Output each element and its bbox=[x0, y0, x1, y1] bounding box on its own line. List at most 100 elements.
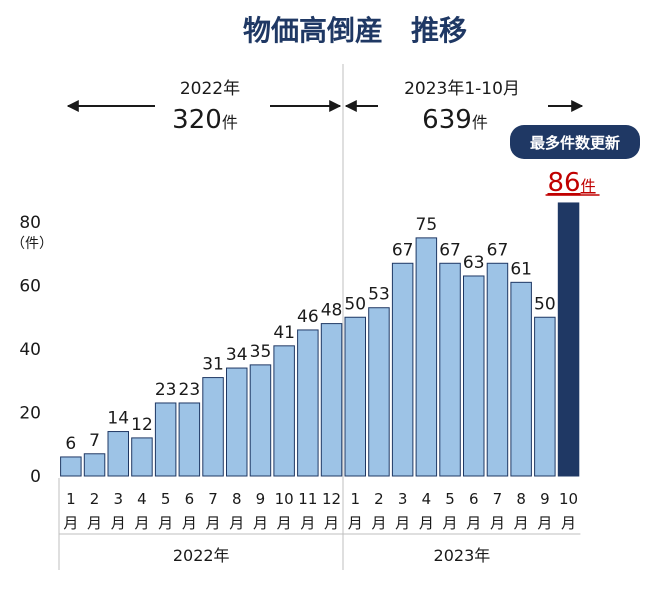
y-tick-label: 0 bbox=[30, 467, 41, 487]
bar bbox=[344, 316, 366, 477]
x-tick-suffix: 月 bbox=[229, 514, 244, 532]
highlight-badge-text: 最多件数更新 bbox=[530, 134, 620, 152]
y-tick-label: 60 bbox=[19, 277, 41, 297]
bar bbox=[131, 437, 153, 477]
x-tick-suffix: 月 bbox=[134, 514, 149, 532]
x-tick-month: 2 bbox=[90, 490, 100, 508]
x-tick-suffix: 月 bbox=[537, 514, 552, 532]
y-tick-label: 80 bbox=[19, 213, 41, 233]
x-year-label: 2022年 bbox=[173, 546, 230, 565]
bar bbox=[439, 262, 461, 477]
data-label: 50 bbox=[534, 294, 556, 314]
x-tick-suffix: 月 bbox=[277, 514, 292, 532]
data-label: 53 bbox=[368, 285, 390, 305]
x-tick-suffix: 月 bbox=[111, 514, 126, 532]
data-label: 12 bbox=[131, 415, 153, 435]
x-tick-suffix: 月 bbox=[182, 514, 197, 532]
data-label: 6 bbox=[65, 434, 76, 454]
data-label: 67 bbox=[487, 240, 509, 260]
bar bbox=[83, 453, 106, 477]
bar bbox=[273, 345, 295, 477]
chart-title: 物価高倒産 推移 bbox=[243, 14, 467, 47]
data-label: 61 bbox=[510, 259, 532, 279]
data-label: 34 bbox=[226, 345, 248, 365]
x-tick-month: 12 bbox=[322, 490, 341, 508]
x-tick-suffix: 月 bbox=[561, 514, 576, 532]
x-tick-month: 8 bbox=[516, 490, 526, 508]
period-total: 320件 bbox=[172, 105, 238, 135]
data-label: 67 bbox=[439, 240, 461, 260]
y-axis: 0 20 40 60 80 bbox=[19, 213, 41, 487]
bar bbox=[320, 323, 343, 477]
bar bbox=[226, 367, 248, 477]
x-tick-month: 1 bbox=[350, 490, 360, 508]
x-tick-suffix: 月 bbox=[348, 514, 363, 532]
bar bbox=[178, 402, 201, 477]
data-label: 35 bbox=[250, 342, 272, 362]
x-tick-month: 2 bbox=[374, 490, 384, 508]
bar bbox=[510, 281, 532, 477]
highlight-badge bbox=[510, 125, 640, 159]
bar bbox=[391, 262, 414, 477]
data-label: 23 bbox=[155, 380, 177, 400]
period-total-unit: 件 bbox=[472, 113, 488, 132]
x-tick-month: 10 bbox=[275, 490, 294, 508]
x-tick-month: 5 bbox=[445, 490, 455, 508]
x-tick-suffix: 月 bbox=[419, 514, 434, 532]
y-tick-label: 20 bbox=[19, 404, 41, 424]
bar bbox=[415, 237, 438, 477]
bar bbox=[60, 456, 82, 477]
data-label: 75 bbox=[416, 215, 438, 235]
x-tick-month: 3 bbox=[113, 490, 123, 508]
data-label: 14 bbox=[107, 409, 129, 429]
bar bbox=[249, 364, 272, 477]
x-tick-month: 11 bbox=[298, 490, 317, 508]
data-label: 50 bbox=[344, 294, 366, 314]
period-label: 2023年1-10月 bbox=[404, 79, 520, 99]
y-tick-label: 40 bbox=[19, 340, 41, 360]
x-tick-suffix: 月 bbox=[514, 514, 529, 532]
x-tick-month: 3 bbox=[398, 490, 408, 508]
data-label: 63 bbox=[463, 253, 485, 273]
y-axis-unit: （件） bbox=[11, 236, 53, 252]
x-tick-month: 4 bbox=[422, 490, 432, 508]
highlight-annotation: 最多件数更新 86件 bbox=[510, 125, 640, 198]
x-tick-month: 7 bbox=[208, 490, 218, 508]
data-label: 41 bbox=[273, 323, 295, 343]
x-tick-suffix: 月 bbox=[63, 514, 78, 532]
x-tick-suffix: 月 bbox=[300, 514, 315, 532]
bar bbox=[368, 307, 390, 477]
x-tick-month: 7 bbox=[493, 490, 503, 508]
x-tick-month: 6 bbox=[185, 490, 195, 508]
x-tick-suffix: 月 bbox=[206, 514, 221, 532]
x-tick-suffix: 月 bbox=[395, 514, 410, 532]
bar bbox=[534, 316, 556, 477]
data-label: 67 bbox=[392, 240, 414, 260]
period-label: 2022年 bbox=[180, 79, 240, 99]
x-axis: 1月2月3月4月5月6月7月8月9月10月11月12月1月2月3月4月5月6月7… bbox=[58, 64, 581, 570]
x-tick-month: 5 bbox=[161, 490, 171, 508]
x-tick-suffix: 月 bbox=[158, 514, 173, 532]
x-tick-suffix: 月 bbox=[253, 514, 268, 532]
x-tick-month: 8 bbox=[232, 490, 242, 508]
bar bbox=[486, 262, 509, 477]
bar bbox=[107, 431, 129, 477]
highlight-value: 86件 bbox=[547, 168, 595, 198]
x-tick-month: 9 bbox=[256, 490, 266, 508]
data-label: 46 bbox=[297, 307, 319, 327]
data-label: 7 bbox=[89, 431, 100, 451]
x-year-label: 2023年 bbox=[434, 546, 491, 565]
period-total: 639件 bbox=[422, 105, 488, 135]
x-tick-month: 6 bbox=[469, 490, 479, 508]
x-tick-suffix: 月 bbox=[87, 514, 102, 532]
x-tick-suffix: 月 bbox=[490, 514, 505, 532]
data-label: 48 bbox=[321, 301, 343, 321]
data-label: 23 bbox=[179, 380, 201, 400]
x-tick-month: 4 bbox=[137, 490, 147, 508]
bar bbox=[154, 402, 177, 477]
bar bbox=[202, 377, 224, 477]
x-tick-month: 9 bbox=[540, 490, 550, 508]
bar bbox=[297, 329, 319, 477]
